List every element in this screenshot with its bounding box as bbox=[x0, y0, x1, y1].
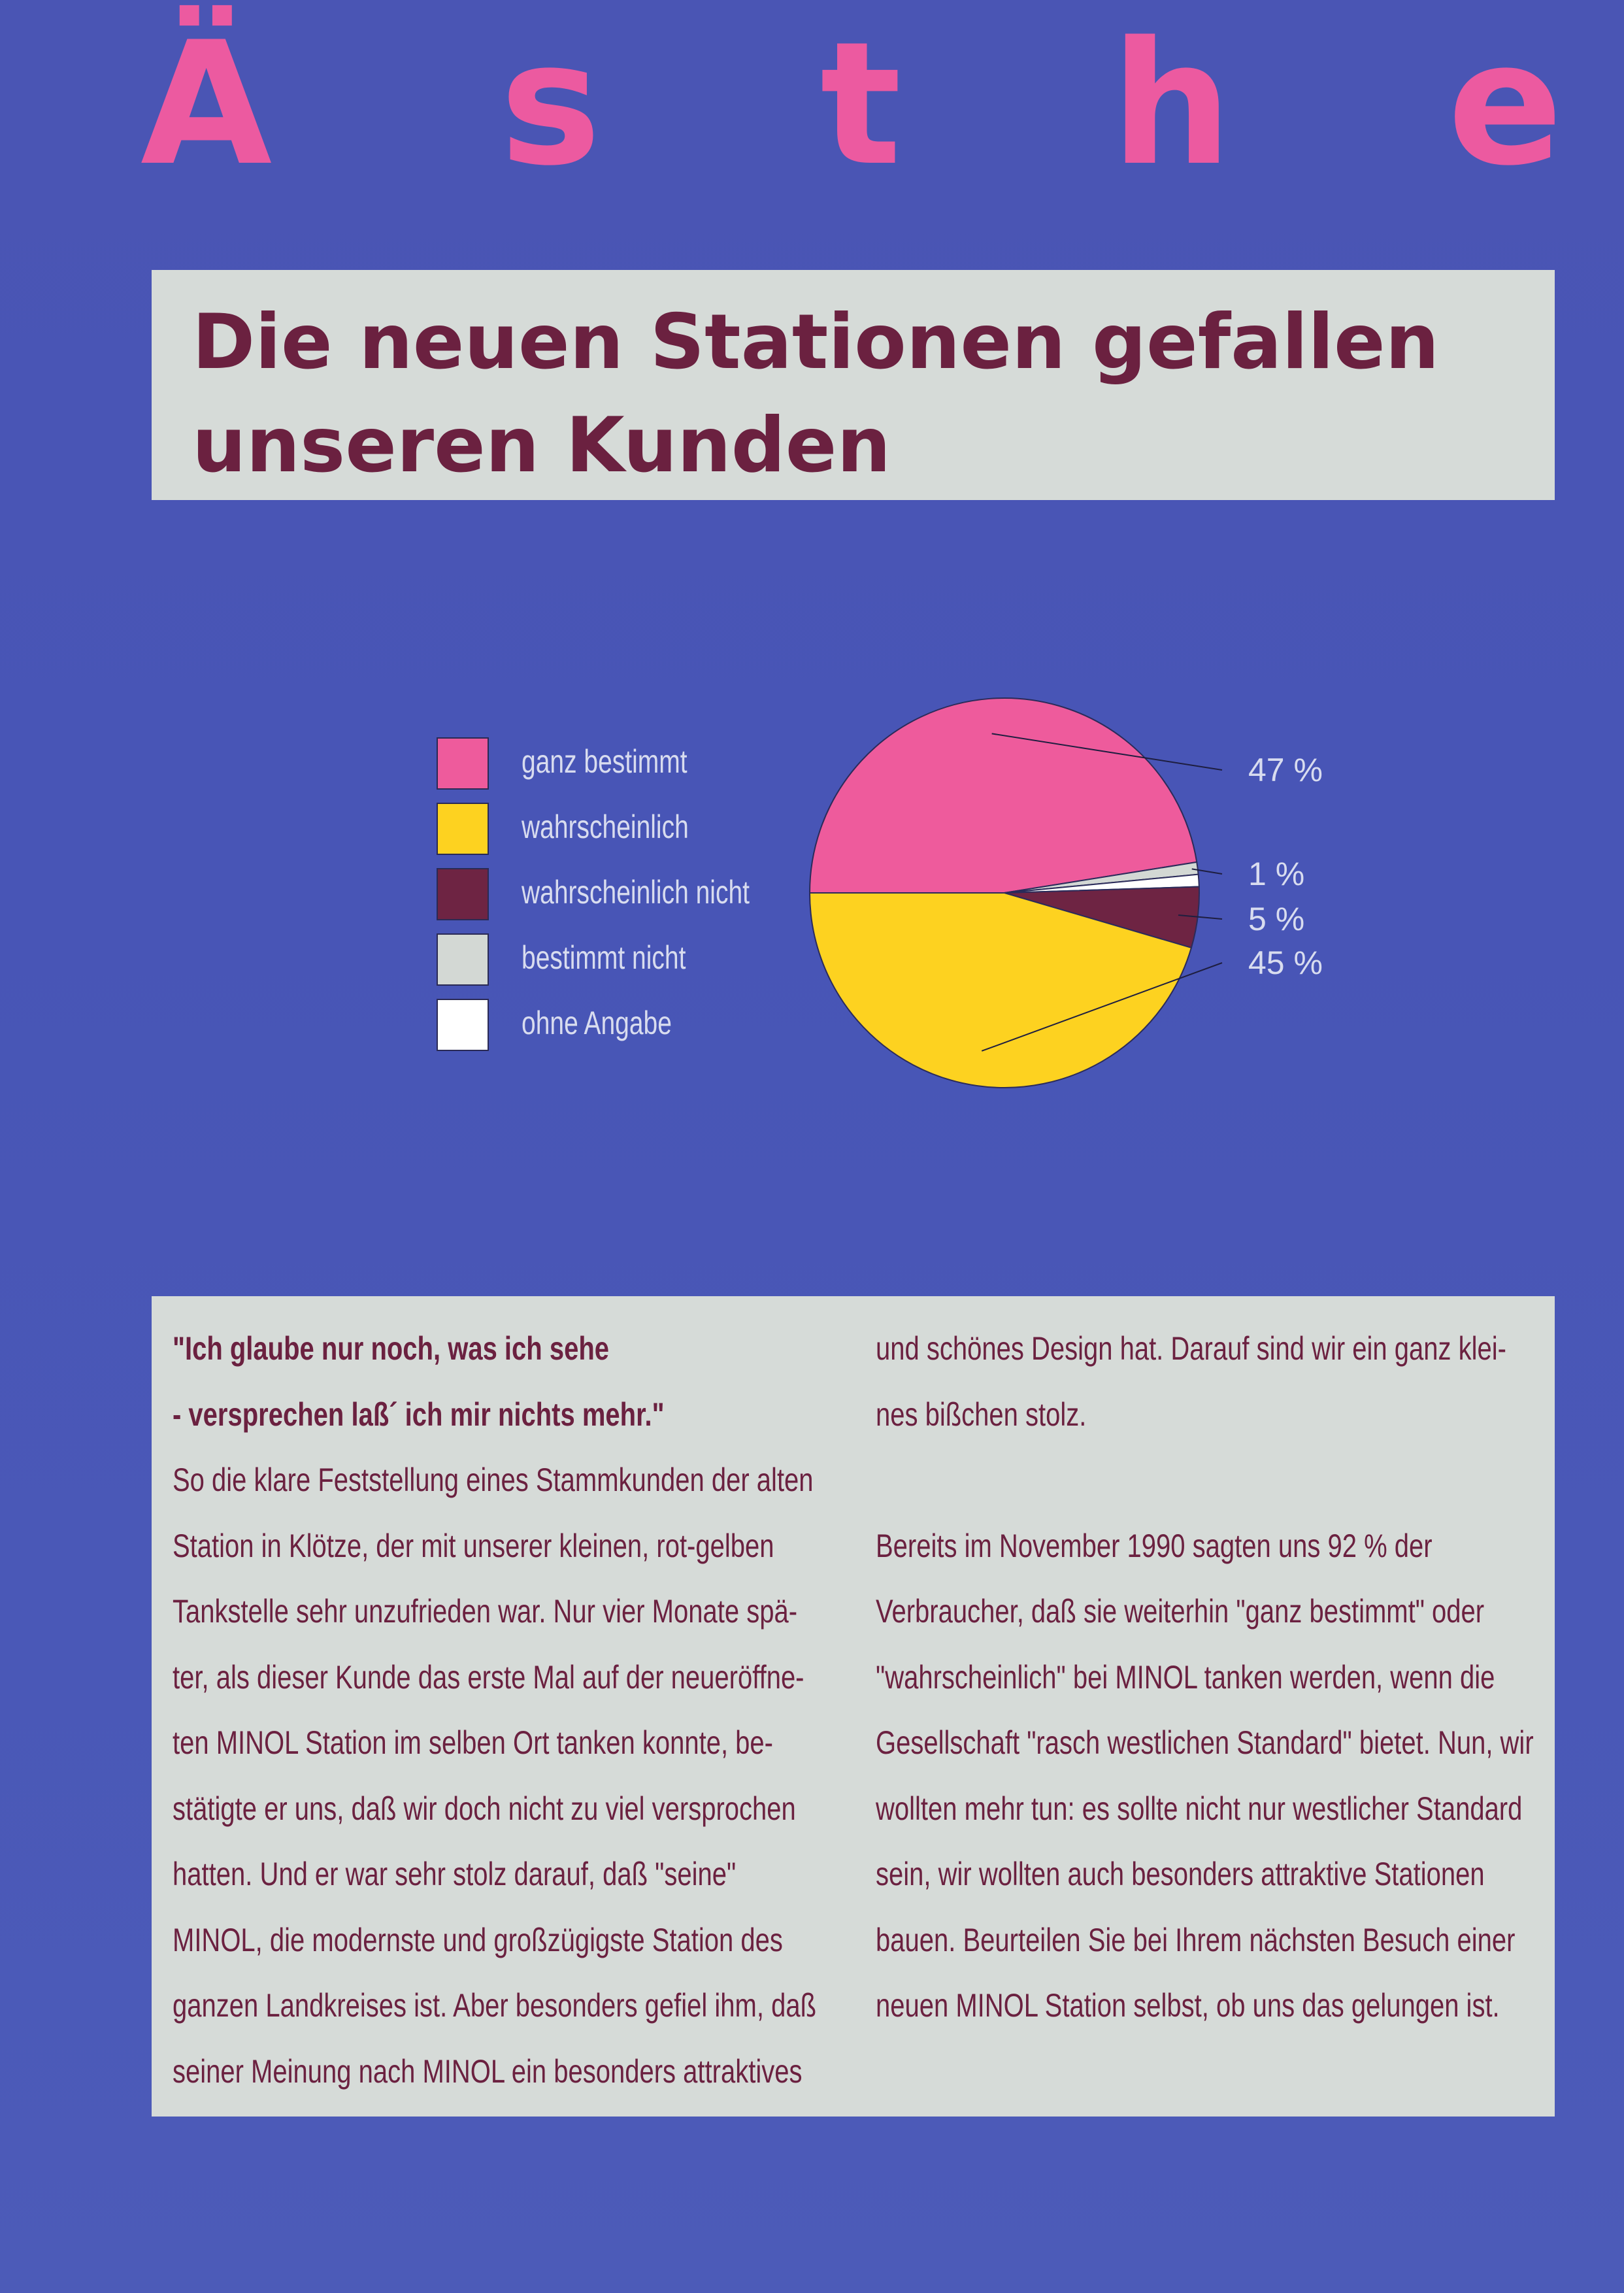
header-letter-e: e bbox=[1448, 6, 1563, 203]
quote-line: "Ich glaube nur noch, was ich sehe bbox=[173, 1330, 610, 1367]
data-label: 5 % bbox=[1248, 901, 1304, 937]
pie-slice-wahrscheinlich bbox=[808, 892, 1193, 1089]
legend-item-wahrscheinlich: wahrscheinlich bbox=[437, 803, 829, 856]
leader-line bbox=[1178, 914, 1223, 920]
text-line: sein, wir wollten auch besonders attrakt… bbox=[876, 1856, 1485, 1892]
text-line: nes bißchen stolz. bbox=[876, 1396, 1087, 1433]
legend-item-ohne-angabe: ohne Angabe bbox=[437, 999, 829, 1052]
legend-swatch bbox=[437, 999, 489, 1051]
text-line: seiner Meinung nach MINOL ein besonders … bbox=[173, 2052, 803, 2090]
data-label: 1 % bbox=[1248, 856, 1304, 892]
header-letter-s: s bbox=[500, 6, 601, 203]
legend-swatch bbox=[437, 803, 489, 855]
paragraph-spacer bbox=[876, 1447, 1529, 1513]
pie-slice-ganz-bestimmt bbox=[808, 697, 1198, 894]
legend-label: bestimmt nicht bbox=[522, 939, 686, 976]
pie-chart: 47 % 1 % 5 % 45 % bbox=[808, 697, 1323, 1089]
text-line: neuen MINOL Station selbst, ob uns das g… bbox=[876, 1987, 1500, 2024]
text-line: Verbraucher, daß sie weiterhin "ganz bes… bbox=[876, 1593, 1485, 1630]
header-letter-a-umlaut: Ä bbox=[141, 6, 273, 203]
text-line: stätigte er uns, daß wir doch nicht zu v… bbox=[173, 1790, 796, 1827]
text-line: Gesellschaft "rasch westlichen Standard"… bbox=[876, 1724, 1534, 1761]
leader-line bbox=[1191, 868, 1223, 875]
legend-item-wahrscheinlich-nicht: wahrscheinlich nicht bbox=[437, 868, 829, 922]
data-label: 45 % bbox=[1248, 945, 1323, 981]
page-title: Die neuen Stationen gefallen unseren Kun… bbox=[192, 298, 1440, 490]
header-letter-t: t bbox=[820, 6, 902, 203]
title-box: Die neuen Stationen gefallen unseren Kun… bbox=[152, 270, 1555, 500]
text-line: hatten. Und er war sehr stolz darauf, da… bbox=[173, 1856, 737, 1892]
header-letters: Ä s t h e bbox=[0, 0, 1624, 196]
legend-label: ohne Angabe bbox=[522, 1005, 672, 1041]
text-line: ter, als dieser Kunde das erste Mal auf … bbox=[173, 1658, 804, 1696]
leader-line bbox=[981, 962, 1223, 1052]
legend-label: wahrscheinlich bbox=[522, 809, 689, 845]
article-right-column: und schönes Design hat. Darauf sind wir … bbox=[876, 1316, 1534, 2039]
text-line: bauen. Beurteilen Sie bei Ihrem nächsten… bbox=[876, 1921, 1516, 1958]
text-line: ten MINOL Station im selben Ort tanken k… bbox=[173, 1724, 773, 1761]
header-letter-h: h bbox=[1111, 6, 1233, 203]
legend-item-bestimmt-nicht: bestimmt nicht bbox=[437, 933, 829, 987]
article-box: "Ich glaube nur noch, was ich sehe - ver… bbox=[152, 1296, 1555, 2117]
text-line: Bereits im November 1990 sagten uns 92 %… bbox=[876, 1527, 1433, 1564]
legend-label: ganz bestimmt bbox=[522, 743, 688, 780]
text-line: Tankstelle sehr unzufrieden war. Nur vie… bbox=[173, 1593, 798, 1630]
legend-swatch bbox=[437, 868, 489, 920]
text-line: und schönes Design hat. Darauf sind wir … bbox=[876, 1330, 1506, 1367]
text-line: wollten mehr tun: es sollte nicht nur we… bbox=[876, 1790, 1523, 1827]
leader-line bbox=[991, 733, 1223, 771]
legend-label: wahrscheinlich nicht bbox=[522, 874, 750, 911]
text-line: MINOL, die modernste und großzügigste St… bbox=[173, 1921, 783, 1958]
text-line: So die klare Feststellung eines Stammkun… bbox=[173, 1462, 814, 1498]
data-label: 47 % bbox=[1248, 752, 1323, 788]
article-left-column: "Ich glaube nur noch, was ich sehe - ver… bbox=[173, 1316, 817, 2104]
legend-item-ganz-bestimmt: ganz bestimmt bbox=[437, 737, 829, 791]
quote-line: - versprechen laß´ ich mir nichts mehr." bbox=[173, 1396, 665, 1433]
legend-swatch bbox=[437, 933, 489, 986]
legend-swatch bbox=[437, 737, 489, 790]
text-line: Station in Klötze, der mit unserer klein… bbox=[173, 1527, 774, 1564]
text-line: "wahrscheinlich" bei MINOL tanken werden… bbox=[876, 1658, 1495, 1696]
text-line: ganzen Landkreises ist. Aber besonders g… bbox=[173, 1987, 817, 2024]
